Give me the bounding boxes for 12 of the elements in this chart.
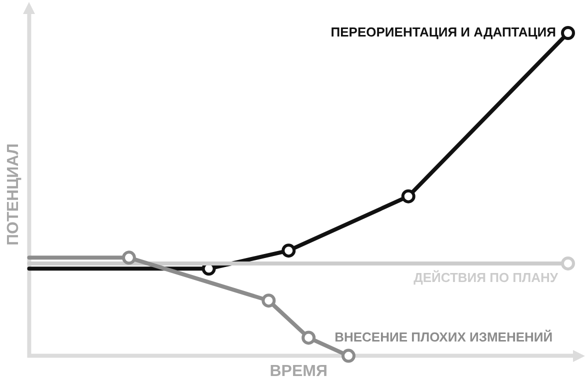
series-label: ВНЕСЕНИЕ ПЛОХИХ ИЗМЕНЕНИЙ [334, 329, 553, 344]
series-label: ПЕРЕОРИЕНТАЦИЯ И АДАПТАЦИЯ [330, 24, 556, 40]
point [122, 250, 136, 265]
point [302, 330, 316, 345]
point [341, 348, 356, 363]
x-axis-title: ВРЕМЯ [270, 362, 328, 380]
point [561, 26, 575, 40]
y-axis-title: ПОТЕНЦИАЛ [5, 143, 22, 246]
point [282, 244, 296, 258]
point [262, 294, 276, 308]
point [401, 189, 416, 204]
point [561, 256, 575, 270]
